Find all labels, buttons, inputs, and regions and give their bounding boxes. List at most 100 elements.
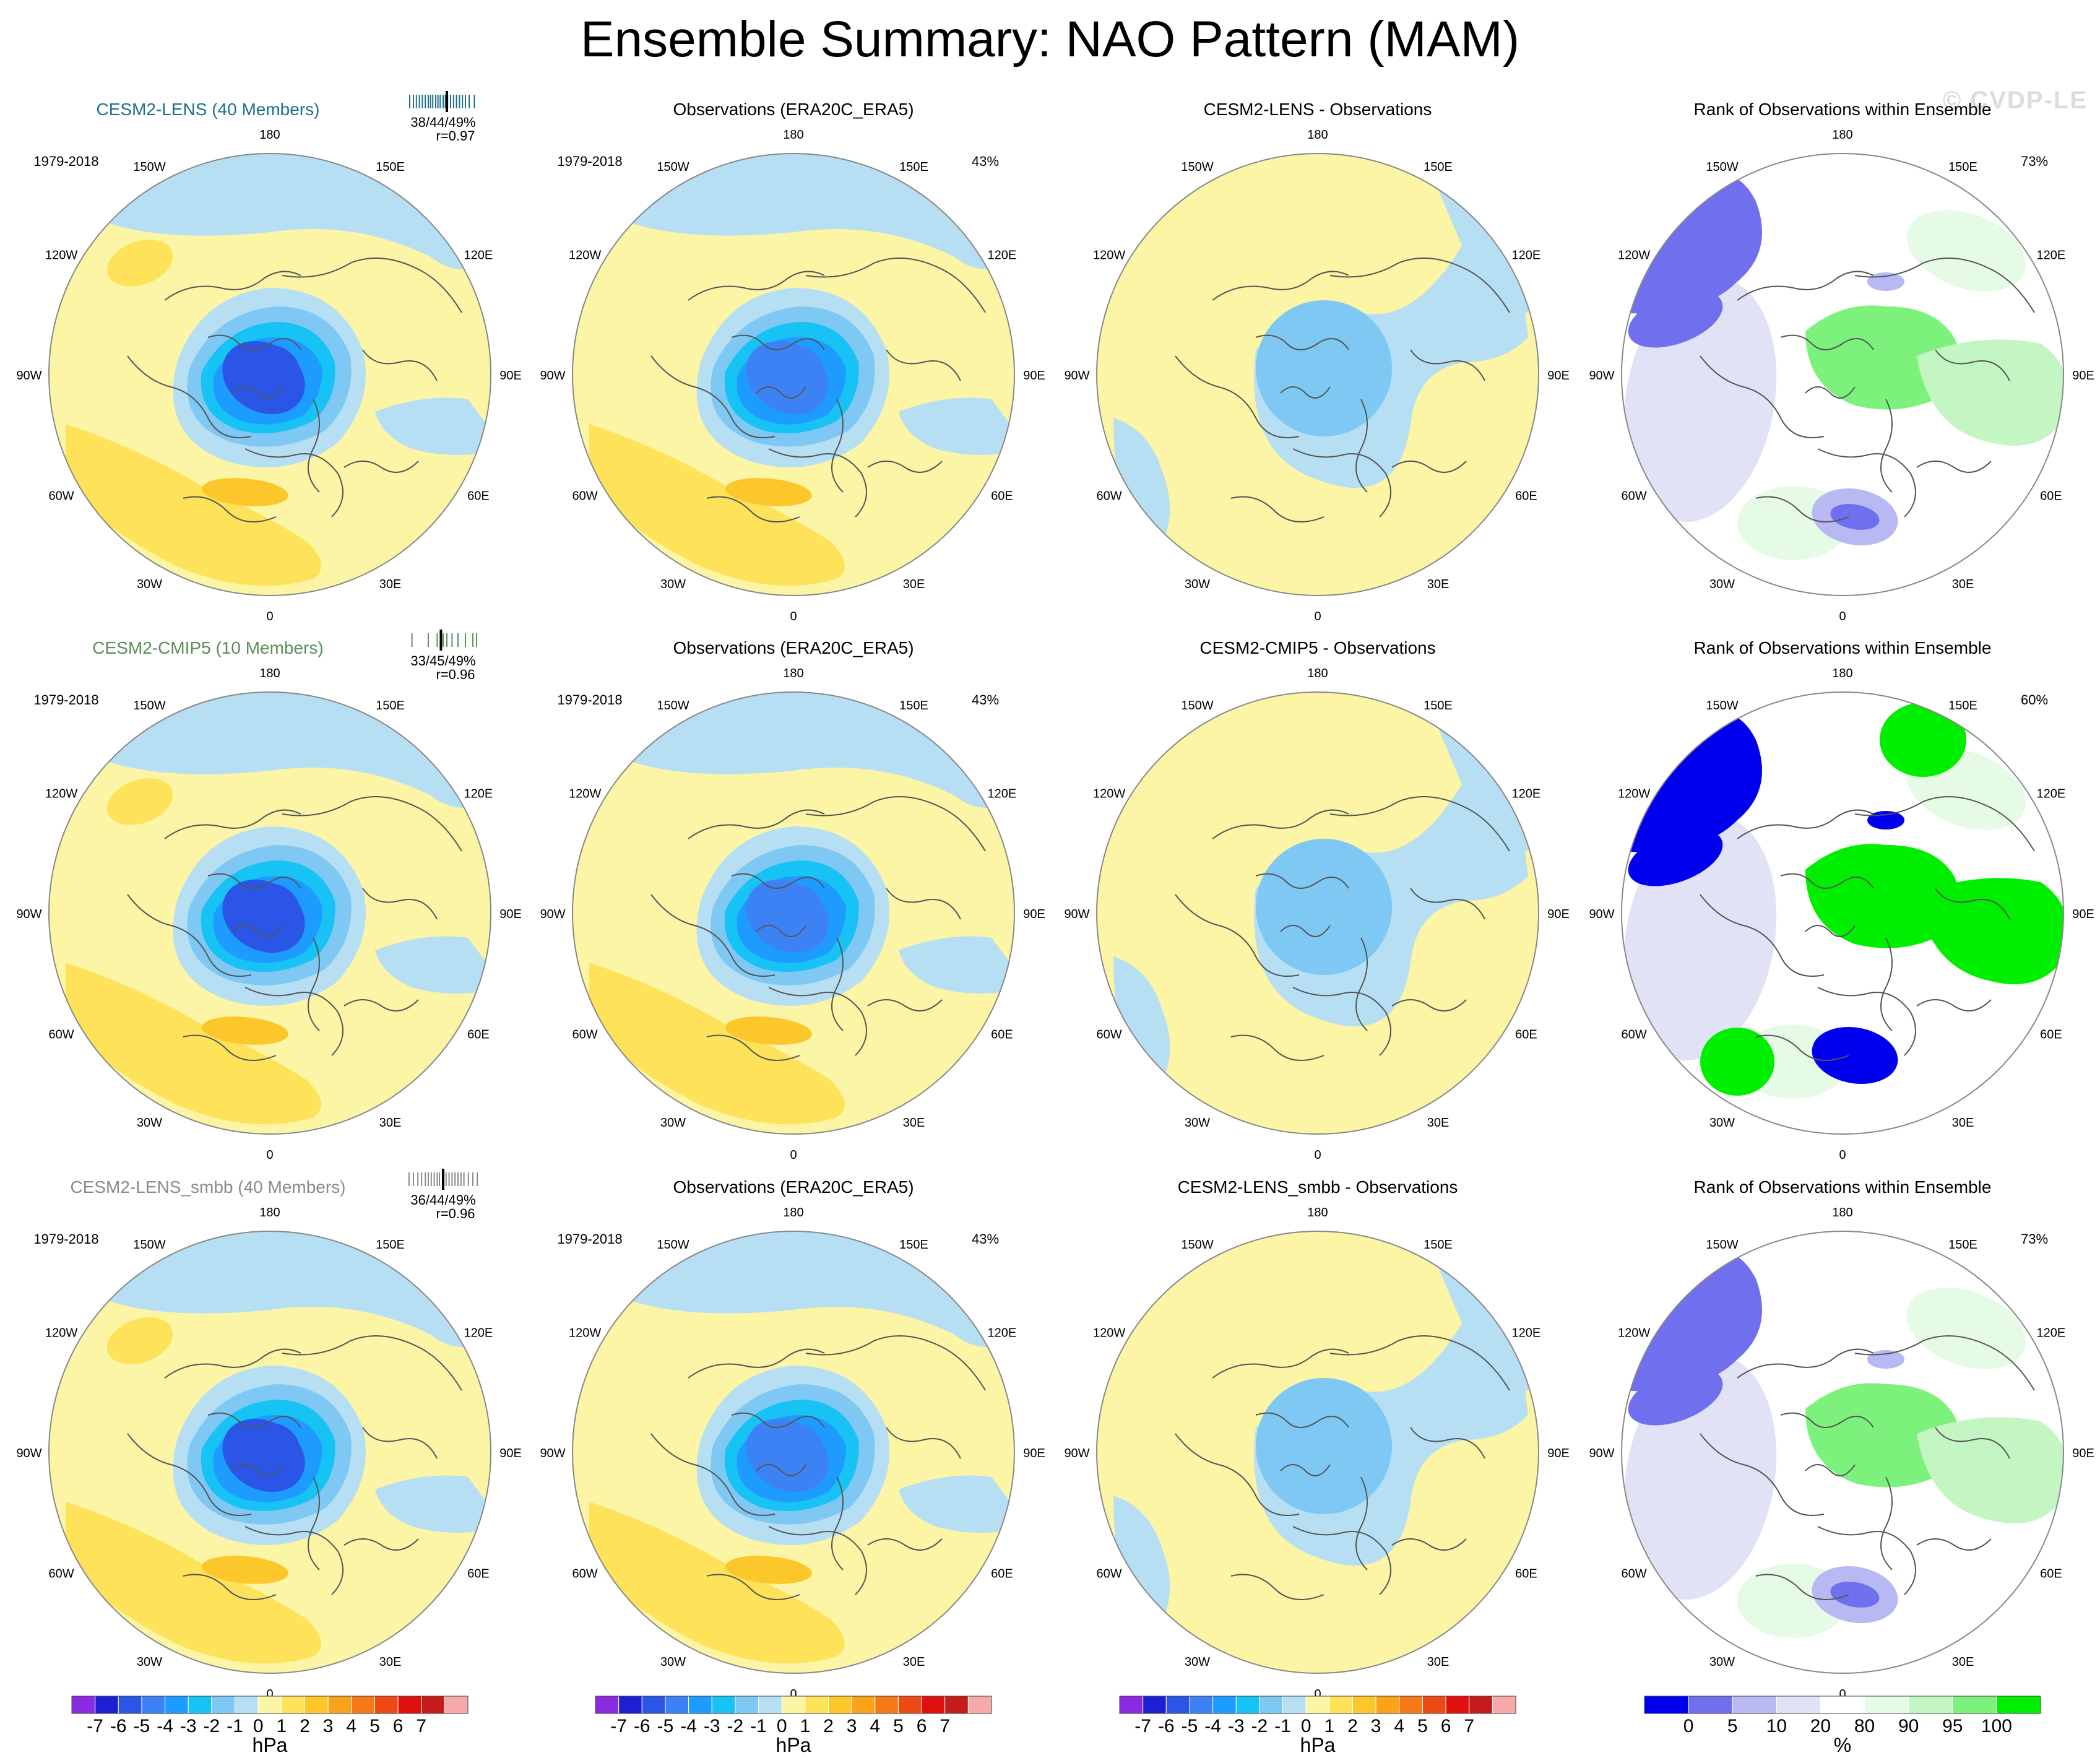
longitude-label: 150E: [899, 160, 928, 174]
watermark: © CVDP-LE: [1942, 87, 2088, 114]
longitude-label: 150E: [376, 1238, 405, 1252]
coastline: [1780, 873, 1874, 889]
longitude-label: 120W: [1093, 249, 1125, 262]
pattern-region-positive: [66, 1502, 321, 1664]
colorbar-swatch: [304, 1696, 329, 1714]
longitude-label: 120E: [464, 249, 493, 262]
coastline: [1212, 809, 1349, 839]
pattern-region-negative: [899, 397, 1014, 455]
longitude-label: 30E: [1952, 578, 1974, 591]
coastline: [731, 334, 825, 350]
longitude-label: 60E: [991, 490, 1013, 503]
colorbar-swatch: [374, 1696, 399, 1714]
longitude-label: 60W: [573, 490, 598, 503]
coastline: [1292, 448, 1391, 518]
colorbar-tick-label: -1: [1274, 1716, 1291, 1736]
coastline: [207, 334, 301, 350]
longitude-label: 120E: [464, 1327, 493, 1340]
longitude-label: 90W: [1589, 369, 1614, 383]
colorbar-swatch: [257, 1696, 282, 1714]
longitude-label: 180: [1832, 128, 1852, 142]
longitude-label: 180: [1307, 1206, 1328, 1219]
longitude-label: 60W: [1622, 1567, 1647, 1581]
colorbar-tick-label: -3: [180, 1716, 197, 1736]
longitude-label: 120E: [2037, 787, 2066, 801]
colorbar-tick-label: 2: [1347, 1716, 1358, 1736]
panel-title: CESM2-LENS_smbb - Observations: [1178, 1177, 1458, 1197]
longitude-label: 120E: [988, 249, 1017, 262]
colorbar-swatch: [805, 1696, 829, 1714]
longitude-label: 180: [259, 1206, 280, 1219]
longitude-label: 60W: [49, 1567, 74, 1581]
panel-title: CESM2-LENS_smbb (40 Members): [70, 1177, 345, 1197]
longitude-label: 150W: [133, 1238, 165, 1252]
panel-percentage: 43%: [972, 692, 999, 708]
coastline: [886, 349, 961, 381]
longitude-label: 0: [1839, 1148, 1846, 1162]
coastline: [1935, 349, 2010, 381]
colorbar-tick-label: 6: [1441, 1716, 1451, 1736]
longitude-label: 90W: [1589, 1447, 1614, 1460]
rank-region-high: [1917, 1417, 2063, 1523]
ensemble-stats: 36/44/49%: [410, 1192, 475, 1208]
colorbar-tick-label: -6: [110, 1716, 127, 1736]
colorbar-swatch: [1189, 1696, 1214, 1714]
colorbar-swatch: [1688, 1696, 1733, 1714]
colorbar-swatch: [897, 1696, 922, 1714]
pattern-region-negative: [1305, 913, 1367, 963]
coastline: [1355, 937, 1368, 1031]
coastline: [1391, 999, 1467, 1011]
pattern-correlation: r=0.96: [436, 667, 475, 682]
rank-region-high: [1917, 878, 2063, 984]
page-title: Ensemble Summary: NAO Pattern (MAM): [580, 11, 1520, 67]
coastline: [1410, 1427, 1485, 1459]
longitude-label: 150W: [1706, 160, 1738, 174]
pattern-region-negative: [899, 936, 1014, 994]
longitude-label: 150W: [133, 699, 165, 713]
colorbar-frame: [595, 1696, 992, 1714]
colorbar-swatch: [735, 1696, 759, 1714]
longitude-label: 150W: [657, 699, 689, 713]
coastline: [805, 258, 986, 313]
longitude-label: 90W: [16, 369, 41, 383]
rank-region-high: [1700, 1028, 1774, 1096]
colorbar-swatch: [188, 1696, 212, 1714]
colorbar-tick-label: -7: [610, 1716, 627, 1736]
coastline: [1916, 1538, 1992, 1551]
colorbar-tick-label: -2: [204, 1716, 220, 1736]
period-label: 1979-2018: [557, 154, 622, 169]
rank-patch-high: [1906, 210, 2026, 292]
longitude-label: 180: [783, 667, 803, 680]
coastline: [1329, 796, 1510, 852]
panel-title: Observations (ERA20C_ERA5): [673, 638, 914, 657]
map-ensemble: [49, 154, 491, 596]
colorbar-swatch: [1732, 1696, 1777, 1714]
map-boundary: [48, 153, 491, 596]
colorbar-tick-label: 0: [1301, 1716, 1311, 1736]
colorbar-tick-label: 1: [800, 1716, 810, 1736]
colorbar-tick-label: -4: [680, 1716, 697, 1736]
rank-region-high: [1805, 305, 1962, 410]
longitude-label: 60W: [49, 490, 74, 503]
coastline: [1755, 496, 1849, 522]
longitude-label: 120W: [1093, 1327, 1125, 1340]
colorbar-unit: hPa: [776, 1734, 811, 1756]
longitude-label: 30E: [903, 578, 925, 591]
colorbar-swatch: [921, 1696, 946, 1714]
coastline: [1280, 925, 1331, 937]
longitude-label: 150W: [1181, 160, 1213, 174]
colorbar-tick-label: -2: [727, 1716, 744, 1736]
longitude-label: 90W: [1064, 1447, 1089, 1460]
pattern-region-positive: [202, 1016, 288, 1045]
coastline: [1212, 271, 1349, 301]
colorbar-swatch: [967, 1696, 992, 1714]
longitude-label: 0: [1839, 610, 1846, 623]
coastline: [207, 873, 301, 889]
panel-observation: Observations (ERA20C_ERA5) 43% 1979-2018 18…: [540, 100, 1045, 623]
map-boundary: [1096, 1231, 1539, 1674]
longitude-label: 180: [1832, 1206, 1852, 1219]
pattern-region-negative: [375, 1475, 491, 1533]
colorbar-swatch: [1469, 1696, 1493, 1714]
colorbar-tick-label: -1: [227, 1716, 243, 1736]
colorbar-tick-label: 10: [1766, 1716, 1787, 1736]
